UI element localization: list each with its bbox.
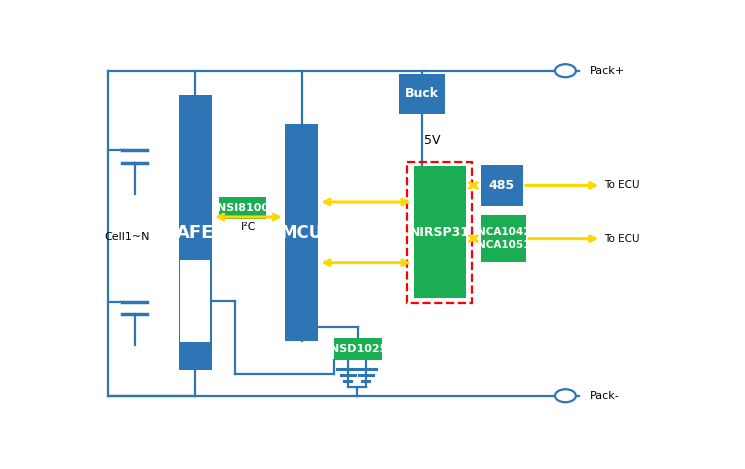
- Text: 485: 485: [489, 179, 515, 192]
- Bar: [180, 260, 210, 342]
- Bar: [179, 95, 212, 370]
- Text: Buck: Buck: [405, 87, 440, 100]
- Bar: [219, 197, 266, 219]
- Bar: [335, 338, 382, 360]
- Text: To ECU: To ECU: [604, 234, 640, 244]
- Text: 5V: 5V: [425, 134, 441, 147]
- Text: NSD1025: NSD1025: [329, 344, 387, 354]
- Text: I²C: I²C: [241, 222, 256, 232]
- Bar: [399, 74, 446, 114]
- Circle shape: [555, 64, 576, 77]
- Text: NIRSP31: NIRSP31: [410, 226, 469, 239]
- Bar: [481, 165, 523, 206]
- Bar: [413, 166, 466, 298]
- Text: Pack+: Pack+: [590, 66, 625, 76]
- Text: MCU: MCU: [280, 224, 323, 242]
- Bar: [481, 215, 526, 262]
- Text: NCA1042
NCA1051: NCA1042 NCA1051: [477, 227, 530, 250]
- Text: Cell1~N: Cell1~N: [104, 232, 150, 242]
- Bar: [407, 162, 472, 303]
- Bar: [285, 124, 318, 341]
- Text: To ECU: To ECU: [604, 181, 640, 190]
- Circle shape: [555, 389, 576, 402]
- Text: AFE: AFE: [176, 224, 215, 242]
- Text: Pack-: Pack-: [590, 391, 620, 401]
- Text: NSI8100: NSI8100: [217, 203, 269, 213]
